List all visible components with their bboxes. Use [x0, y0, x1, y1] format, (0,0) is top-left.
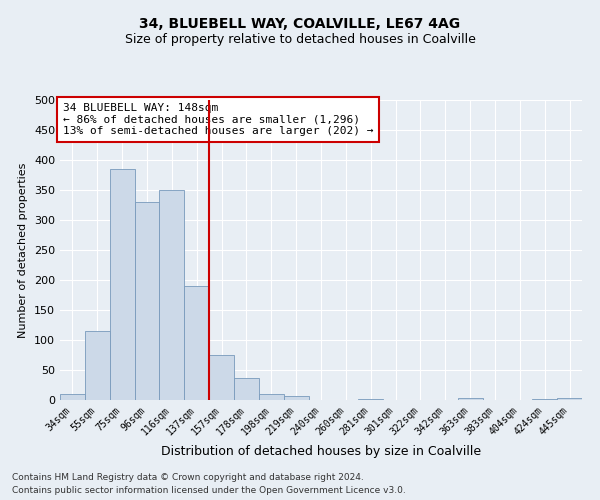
Text: Contains HM Land Registry data © Crown copyright and database right 2024.: Contains HM Land Registry data © Crown c… — [12, 474, 364, 482]
Text: 34 BLUEBELL WAY: 148sqm
← 86% of detached houses are smaller (1,296)
13% of semi: 34 BLUEBELL WAY: 148sqm ← 86% of detache… — [62, 103, 373, 136]
Bar — [209, 355, 234, 400]
Bar — [160, 190, 184, 400]
Bar — [85, 331, 110, 400]
Bar — [234, 378, 259, 400]
Bar — [532, 399, 557, 400]
Bar — [259, 394, 284, 400]
X-axis label: Distribution of detached houses by size in Coalville: Distribution of detached houses by size … — [161, 445, 481, 458]
Text: 34, BLUEBELL WAY, COALVILLE, LE67 4AG: 34, BLUEBELL WAY, COALVILLE, LE67 4AG — [139, 18, 461, 32]
Bar — [458, 398, 482, 400]
Bar — [184, 286, 209, 400]
Bar — [134, 202, 160, 400]
Bar — [358, 399, 383, 400]
Y-axis label: Number of detached properties: Number of detached properties — [19, 162, 28, 338]
Bar — [284, 396, 308, 400]
Bar — [110, 169, 134, 400]
Bar — [60, 394, 85, 400]
Text: Contains public sector information licensed under the Open Government Licence v3: Contains public sector information licen… — [12, 486, 406, 495]
Bar — [557, 398, 582, 400]
Text: Size of property relative to detached houses in Coalville: Size of property relative to detached ho… — [125, 32, 475, 46]
